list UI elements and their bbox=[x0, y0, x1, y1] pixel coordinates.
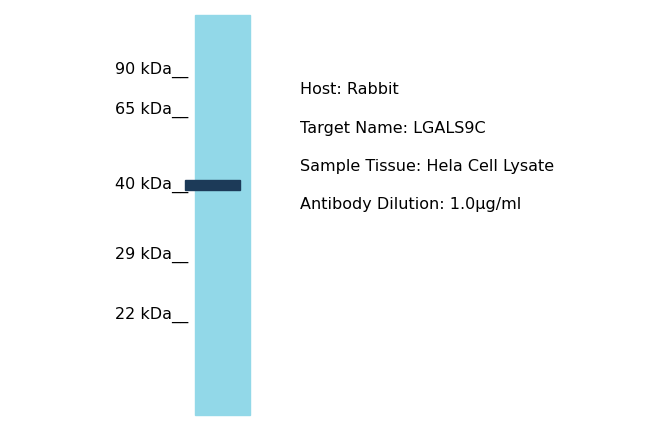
Text: Host: Rabbit: Host: Rabbit bbox=[300, 83, 398, 97]
Text: 29 kDa__: 29 kDa__ bbox=[115, 247, 188, 263]
Text: 90 kDa__: 90 kDa__ bbox=[115, 62, 188, 78]
Text: Sample Tissue: Hela Cell Lysate: Sample Tissue: Hela Cell Lysate bbox=[300, 158, 554, 174]
Bar bbox=[185, 180, 240, 190]
Text: Antibody Dilution: 1.0µg/ml: Antibody Dilution: 1.0µg/ml bbox=[300, 197, 521, 211]
Text: 40 kDa__: 40 kDa__ bbox=[115, 177, 188, 193]
Text: 65 kDa__: 65 kDa__ bbox=[115, 102, 188, 118]
Text: Target Name: LGALS9C: Target Name: LGALS9C bbox=[300, 120, 486, 136]
Bar bbox=[195, 15, 250, 415]
Text: 22 kDa__: 22 kDa__ bbox=[115, 307, 188, 323]
